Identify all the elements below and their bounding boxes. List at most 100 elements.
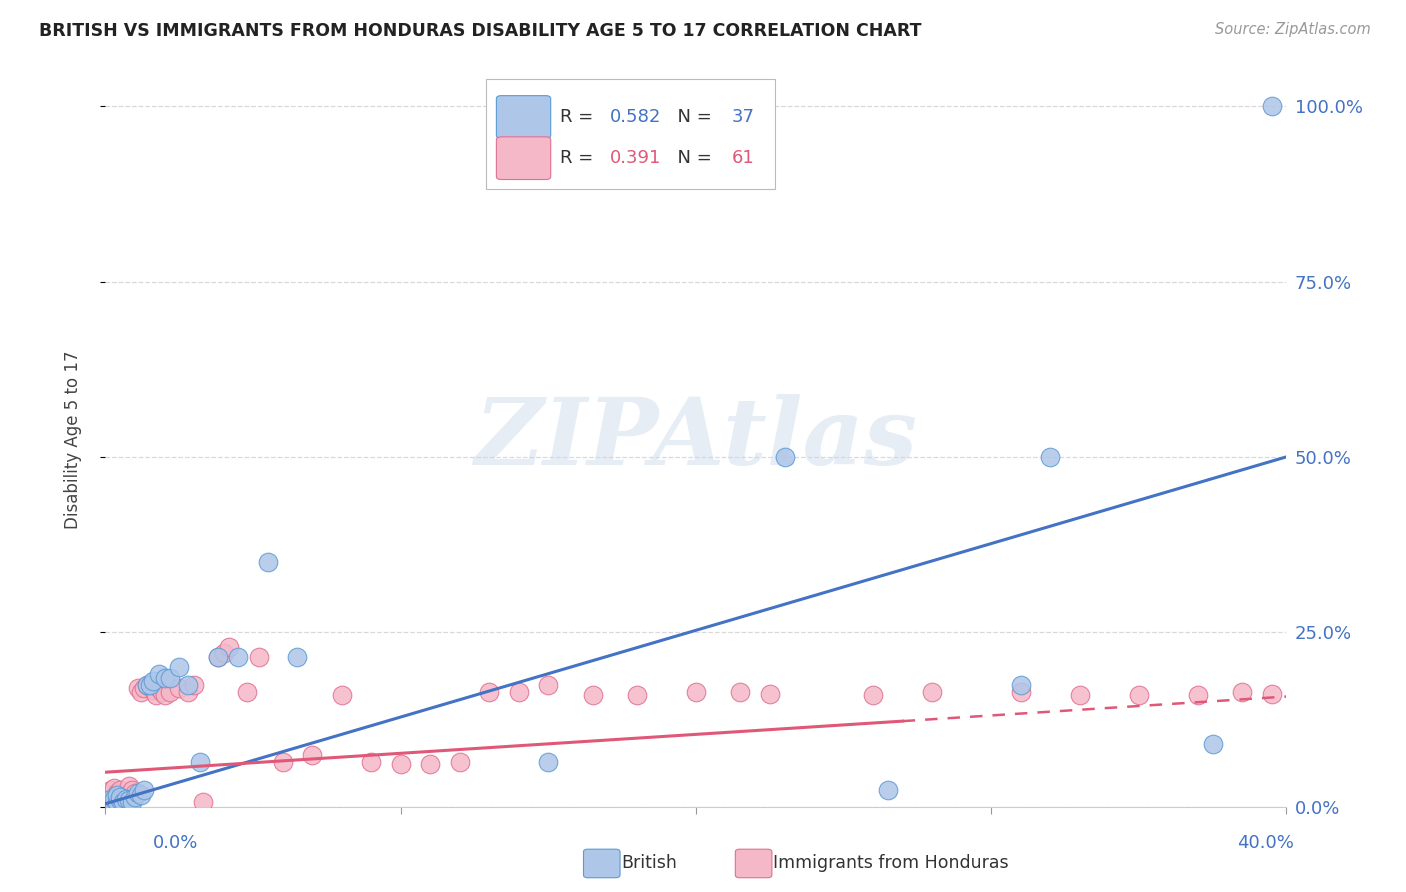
Point <box>1069 688 1091 702</box>
Point <box>112 792 135 806</box>
Point <box>110 793 132 807</box>
Point <box>1128 688 1150 702</box>
Point <box>1010 684 1032 698</box>
Point <box>105 795 128 809</box>
Text: Source: ZipAtlas.com: Source: ZipAtlas.com <box>1215 22 1371 37</box>
Point <box>153 688 176 702</box>
Point <box>105 786 128 800</box>
Point <box>132 782 155 797</box>
Point <box>1261 99 1284 113</box>
Point <box>121 782 143 797</box>
Text: N =: N = <box>666 108 718 126</box>
Point <box>103 792 125 806</box>
Point <box>1187 688 1209 702</box>
Point <box>150 684 173 698</box>
Point <box>129 788 152 802</box>
Point <box>103 797 125 811</box>
Point <box>508 684 530 698</box>
Text: 0.0%: 0.0% <box>153 834 198 852</box>
Point <box>169 681 191 695</box>
Point <box>228 649 250 664</box>
Point <box>100 795 122 809</box>
Text: R =: R = <box>560 149 599 167</box>
Point <box>159 671 181 685</box>
Text: 0.391: 0.391 <box>610 149 661 167</box>
Point <box>1201 737 1223 751</box>
Point <box>124 786 146 800</box>
Point <box>132 681 155 695</box>
Point <box>759 687 782 701</box>
Point <box>1039 450 1062 464</box>
Point <box>118 779 141 793</box>
Point <box>478 684 501 698</box>
Point <box>773 450 796 464</box>
Point <box>537 678 560 692</box>
Point <box>207 649 229 664</box>
Point <box>103 780 125 795</box>
Text: British: British <box>621 855 678 872</box>
Point <box>247 649 270 664</box>
Y-axis label: Disability Age 5 to 17: Disability Age 5 to 17 <box>63 350 82 529</box>
Point <box>877 782 900 797</box>
Text: R =: R = <box>560 108 599 126</box>
Point <box>730 684 752 698</box>
Point <box>301 747 323 762</box>
Point <box>177 684 200 698</box>
Point <box>105 797 128 811</box>
Text: 40.0%: 40.0% <box>1237 834 1294 852</box>
Point <box>159 684 181 698</box>
Point <box>419 756 441 771</box>
Point <box>100 792 122 806</box>
Point <box>271 755 294 769</box>
Point <box>236 684 259 698</box>
Point <box>1261 687 1284 701</box>
Point <box>1010 678 1032 692</box>
Point <box>97 788 120 802</box>
Point <box>127 681 149 695</box>
Point <box>97 797 120 811</box>
Point <box>110 789 132 804</box>
Point <box>153 671 176 685</box>
Point <box>97 797 120 811</box>
Text: 0.582: 0.582 <box>610 108 661 126</box>
Text: Immigrants from Honduras: Immigrants from Honduras <box>773 855 1010 872</box>
Point <box>183 678 205 692</box>
Point <box>100 782 122 797</box>
Point <box>110 782 132 797</box>
Point <box>626 688 648 702</box>
Point <box>685 684 707 698</box>
Point <box>1232 684 1254 698</box>
FancyBboxPatch shape <box>496 95 551 138</box>
Point <box>118 795 141 809</box>
Point <box>138 678 162 692</box>
Point <box>177 678 200 692</box>
Point <box>124 789 146 804</box>
Point <box>115 795 138 809</box>
Text: BRITISH VS IMMIGRANTS FROM HONDURAS DISABILITY AGE 5 TO 17 CORRELATION CHART: BRITISH VS IMMIGRANTS FROM HONDURAS DISA… <box>39 22 922 40</box>
Point <box>218 640 240 655</box>
Point <box>287 649 309 664</box>
Point <box>142 674 165 689</box>
Point <box>135 678 157 692</box>
Point <box>127 786 149 800</box>
Text: N =: N = <box>666 149 718 167</box>
Point <box>142 682 165 697</box>
Point <box>862 688 884 702</box>
Point <box>121 795 143 809</box>
Point <box>537 755 560 769</box>
Point <box>921 684 943 698</box>
Point <box>100 795 122 809</box>
Point <box>449 755 471 769</box>
Point <box>188 755 211 769</box>
Point <box>112 797 135 811</box>
Point <box>148 667 170 681</box>
Point <box>105 788 128 802</box>
Point <box>148 681 170 695</box>
Text: 37: 37 <box>731 108 755 126</box>
Point <box>169 660 191 674</box>
Point <box>212 646 235 660</box>
Point <box>118 793 141 807</box>
FancyBboxPatch shape <box>485 78 775 189</box>
Point <box>389 756 412 771</box>
Point <box>582 688 605 702</box>
